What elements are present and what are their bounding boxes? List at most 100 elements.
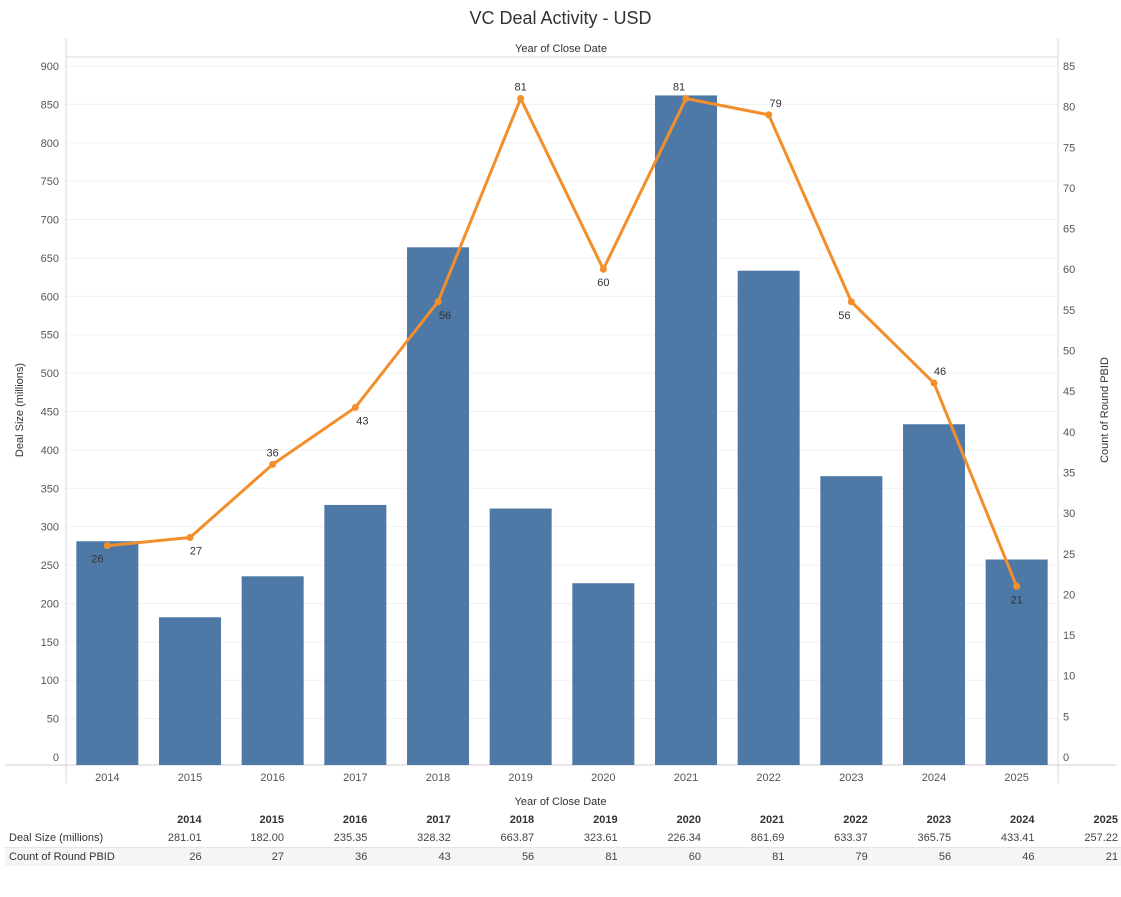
gridlines bbox=[66, 65, 1058, 720]
right-tick-label: 40 bbox=[1063, 427, 1075, 439]
point-2020 bbox=[599, 265, 607, 273]
table-cell: 81 bbox=[703, 847, 788, 866]
table-row-label: Count of Round PBID bbox=[5, 847, 123, 866]
x-tick-label: 2020 bbox=[591, 772, 615, 784]
right-tick-label: 75 bbox=[1063, 142, 1075, 154]
bar-2018 bbox=[407, 247, 469, 766]
table-cell: 365.75 bbox=[870, 829, 955, 848]
bar-2021 bbox=[655, 95, 717, 765]
left-tick-label: 750 bbox=[41, 176, 59, 188]
table-header-cell: 2022 bbox=[843, 814, 868, 826]
table-cell: 281.01 bbox=[122, 829, 205, 848]
point-label-2017: 43 bbox=[356, 415, 368, 427]
table-header-cell: 2014 bbox=[177, 814, 202, 826]
left-tick-label: 350 bbox=[41, 483, 59, 495]
right-tick-label: 45 bbox=[1063, 386, 1075, 398]
right-tick-label: 60 bbox=[1063, 264, 1075, 276]
point-2014 bbox=[103, 542, 111, 550]
right-tick-label: 35 bbox=[1063, 467, 1075, 479]
left-tick-label: 900 bbox=[41, 61, 59, 73]
x-tick-label: 2017 bbox=[343, 772, 367, 784]
left-axis-ticks: 0 50 100 150 200 250 300 350 400 450 500 550 600 650 7… bbox=[41, 61, 59, 764]
point-2023 bbox=[847, 298, 855, 306]
right-tick-label: 10 bbox=[1063, 671, 1075, 683]
table-row-label: Deal Size (millions) bbox=[5, 829, 123, 848]
x-axis-header: Year of Close Date bbox=[515, 43, 607, 55]
point-label-2019: 81 bbox=[515, 82, 527, 94]
table-header-cell: 2025 bbox=[1093, 814, 1118, 826]
bar-2023 bbox=[820, 476, 883, 765]
bar-2014 bbox=[76, 541, 139, 765]
point-2024 bbox=[930, 379, 938, 387]
point-label-2020: 60 bbox=[597, 277, 609, 289]
left-tick-label: 650 bbox=[41, 253, 59, 265]
left-tick-label: 600 bbox=[41, 291, 59, 303]
left-tick-label: 550 bbox=[41, 330, 59, 342]
table-header-cell: 2018 bbox=[509, 814, 535, 826]
right-tick-label: 30 bbox=[1063, 508, 1075, 520]
table-cell: 56 bbox=[453, 847, 538, 866]
table-cell: 633.37 bbox=[787, 829, 871, 848]
table-row-deal-size: Deal Size (millions) 281.01 182.00 235.35 32… bbox=[5, 829, 1121, 848]
point-2015 bbox=[186, 534, 194, 542]
table-header-row: 2014 2015 2016 2017 2018 2019 2020 2021 2022 2023… bbox=[5, 811, 1121, 829]
point-2021 bbox=[682, 95, 690, 103]
bar-2022 bbox=[737, 270, 800, 765]
point-label-2018: 56 bbox=[439, 310, 451, 322]
right-tick-label: 0 bbox=[1063, 752, 1069, 764]
point-label-2015: 27 bbox=[190, 546, 202, 558]
table-header-cell: 2024 bbox=[1010, 814, 1035, 826]
table-cell: 26 bbox=[122, 847, 205, 866]
x-tick-label: 2021 bbox=[674, 772, 698, 784]
right-tick-label: 20 bbox=[1063, 589, 1075, 601]
bar-2020 bbox=[572, 583, 635, 765]
table-cell: 226.34 bbox=[620, 829, 704, 848]
table-cell: 663.87 bbox=[453, 829, 538, 848]
right-tick-label: 65 bbox=[1063, 224, 1075, 236]
x-tick-label: 2025 bbox=[1004, 772, 1028, 784]
table-cell: 861.69 bbox=[703, 829, 788, 848]
table-cell: 257.22 bbox=[1037, 829, 1121, 848]
chart-title: VC Deal Activity - USD bbox=[469, 8, 652, 28]
x-tick-label: 2016 bbox=[260, 772, 284, 784]
right-tick-label: 80 bbox=[1063, 102, 1075, 114]
x-tick-label: 2024 bbox=[922, 772, 946, 784]
bar-2017 bbox=[324, 504, 387, 765]
point-label-2024: 46 bbox=[934, 366, 946, 378]
table-row-round-count: Count of Round PBID 26 27 36 43 56 81 60 81 79 56 4… bbox=[5, 847, 1121, 866]
bar-2016 bbox=[241, 576, 304, 765]
bar-2019 bbox=[489, 508, 552, 765]
point-2019 bbox=[517, 95, 525, 103]
table-cell: 43 bbox=[370, 847, 454, 866]
point-label-2023: 56 bbox=[838, 310, 850, 322]
x-tick-label: 2015 bbox=[178, 772, 202, 784]
table-header-cell: 2015 bbox=[259, 814, 285, 826]
x-axis-ticks: 2014 2015 2016 2017 2018 2019 2020 2021 2022 2023… bbox=[95, 772, 1029, 784]
left-tick-label: 50 bbox=[47, 714, 59, 726]
point-2017 bbox=[351, 403, 359, 411]
point-2016 bbox=[269, 460, 277, 468]
round-count-points bbox=[103, 95, 1021, 590]
table-cell: 79 bbox=[787, 847, 871, 866]
point-label-2025: 21 bbox=[1011, 594, 1023, 606]
table-cell: 46 bbox=[954, 847, 1038, 866]
right-tick-label: 70 bbox=[1063, 183, 1075, 195]
right-tick-label: 85 bbox=[1063, 61, 1075, 73]
right-tick-label: 55 bbox=[1063, 305, 1075, 317]
table-caption: Year of Close Date bbox=[514, 796, 607, 808]
left-axis-label: Deal Size (millions) bbox=[14, 363, 26, 457]
table-cell: 433.41 bbox=[954, 829, 1038, 848]
deal-size-bars bbox=[76, 95, 1048, 766]
left-tick-label: 700 bbox=[41, 215, 59, 227]
count-series-line bbox=[107, 97, 1019, 587]
table-cell: 81 bbox=[537, 847, 621, 866]
table-header-cell: 2019 bbox=[593, 814, 618, 826]
point-2018 bbox=[434, 298, 442, 306]
left-tick-label: 200 bbox=[41, 598, 59, 610]
table-header-cell: 2017 bbox=[426, 814, 451, 826]
right-tick-label: 5 bbox=[1063, 711, 1069, 723]
table-cell: 21 bbox=[1037, 847, 1121, 866]
table-cell: 182.00 bbox=[204, 829, 288, 848]
left-tick-label: 850 bbox=[41, 99, 59, 111]
left-tick-label: 250 bbox=[41, 560, 59, 572]
